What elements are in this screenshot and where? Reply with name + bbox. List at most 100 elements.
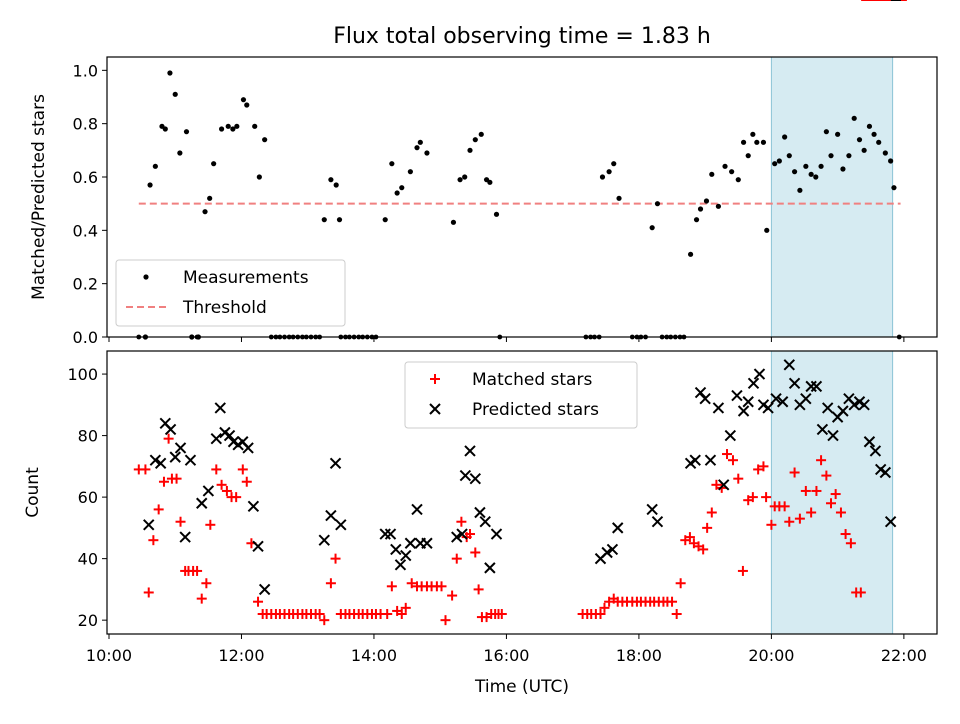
measurement-point bbox=[797, 187, 803, 193]
matched-stars-point bbox=[470, 547, 481, 558]
legend-marker-predicted bbox=[429, 403, 441, 415]
predicted-stars-point bbox=[174, 442, 187, 454]
predicted-stars-point bbox=[247, 500, 260, 513]
chart-title: Flux total observing time = 1.83 h bbox=[333, 24, 711, 49]
legend-label: Threshold bbox=[182, 298, 267, 318]
measurement-point bbox=[172, 91, 178, 97]
predicted-stars-point bbox=[827, 429, 839, 442]
measurement-point bbox=[162, 126, 168, 132]
measurement-point bbox=[207, 195, 213, 201]
y-tick-label: 0.0 bbox=[73, 328, 98, 347]
measurement-point bbox=[472, 137, 478, 143]
matched-stars-point bbox=[811, 485, 822, 496]
x-tick-label: 16:00 bbox=[483, 646, 529, 665]
matched-stars-point bbox=[314, 609, 325, 620]
matched-stars-point bbox=[192, 565, 203, 576]
measurement-point bbox=[693, 217, 700, 223]
predicted-stars-point bbox=[788, 377, 801, 390]
matched-stars-point bbox=[821, 470, 832, 481]
matched-stars-point bbox=[733, 473, 744, 484]
matched-stars-point bbox=[216, 479, 227, 490]
matched-stars-point bbox=[595, 609, 606, 620]
matched-stars-point bbox=[205, 519, 216, 530]
matched-stars-point bbox=[766, 519, 777, 530]
measurement-point bbox=[891, 185, 897, 191]
predicted-stars-point bbox=[149, 454, 162, 466]
measurement-point bbox=[230, 126, 236, 132]
predicted-stars-point bbox=[335, 519, 347, 531]
matched-stars-point bbox=[231, 492, 242, 503]
measurement-point bbox=[252, 123, 258, 129]
matched-stars-point bbox=[830, 489, 841, 500]
matched-stars-point bbox=[727, 455, 738, 466]
measurement-point bbox=[856, 137, 863, 143]
matched-stars-point bbox=[241, 476, 252, 487]
predicted-stars-point bbox=[869, 445, 882, 457]
predicted-stars-point bbox=[747, 377, 760, 390]
y-tick-label: 0.4 bbox=[73, 221, 98, 240]
matched-stars-point bbox=[789, 467, 800, 478]
matched-stars-point bbox=[143, 587, 154, 598]
predicted-stars-point bbox=[800, 392, 812, 405]
highlight-span bbox=[770, 350, 894, 635]
x-tick-label: 14:00 bbox=[351, 646, 397, 665]
plot-frame bbox=[106, 56, 938, 338]
predicted-stars-point bbox=[464, 445, 476, 457]
predicted-stars-point bbox=[329, 457, 342, 469]
predicted-stars-point bbox=[783, 359, 795, 371]
measurement-point bbox=[389, 161, 395, 167]
measurement-point bbox=[754, 139, 760, 145]
predicted-stars-point bbox=[810, 380, 823, 393]
legend-marker-measurements bbox=[143, 274, 149, 280]
y-tick-label: 60 bbox=[78, 488, 98, 507]
measurement-point bbox=[333, 182, 339, 188]
matched-stars-point bbox=[779, 501, 790, 512]
predicted-stars-point bbox=[456, 528, 468, 540]
matched-stars-point bbox=[702, 522, 713, 533]
predicted-stars-point bbox=[479, 516, 491, 528]
measurement-point bbox=[256, 174, 262, 180]
matched-stars-point bbox=[711, 479, 722, 490]
matched-stars-point bbox=[330, 553, 341, 564]
measurement-point bbox=[183, 129, 190, 135]
legend-label: Predicted stars bbox=[472, 400, 599, 420]
predicted-stars-point bbox=[242, 442, 254, 454]
measurement-point bbox=[772, 161, 778, 167]
measurement-point bbox=[417, 139, 423, 145]
measurement-point bbox=[745, 153, 751, 159]
measurement-point bbox=[776, 158, 782, 164]
matched-stars-point bbox=[667, 596, 678, 607]
measurement-point bbox=[487, 179, 493, 185]
predicted-stars-point bbox=[214, 402, 226, 414]
predicted-stars-point bbox=[863, 436, 876, 448]
measurement-point bbox=[654, 201, 661, 207]
matched-stars-point bbox=[396, 609, 407, 620]
predicted-stars-point bbox=[717, 479, 730, 491]
matched-stars-point bbox=[800, 485, 811, 496]
legend: Matched stars Predicted stars bbox=[404, 361, 638, 429]
measurement-point bbox=[225, 123, 231, 129]
y-tick-label: 0.6 bbox=[73, 168, 98, 187]
predicted-stars-point bbox=[762, 402, 774, 414]
matched-stars-point bbox=[761, 492, 772, 503]
matched-stars-point bbox=[855, 587, 866, 598]
measurement-point bbox=[808, 171, 814, 177]
predicted-stars-point bbox=[318, 534, 330, 546]
measurement-point bbox=[478, 131, 484, 137]
predicted-stars-point bbox=[411, 503, 423, 516]
matched-stars-point bbox=[325, 578, 336, 589]
measurement-point bbox=[262, 137, 268, 143]
measurement-point bbox=[871, 131, 877, 137]
matched-stars-point bbox=[406, 578, 417, 589]
matched-stars-point bbox=[599, 602, 610, 613]
measurement-point bbox=[888, 158, 894, 164]
predicted-stars-point bbox=[753, 368, 766, 380]
measurement-point bbox=[828, 153, 834, 159]
measurement-point bbox=[722, 163, 728, 169]
measurement-point bbox=[818, 163, 824, 169]
matched-stars-point bbox=[784, 516, 795, 527]
matched-stars-point bbox=[140, 464, 151, 475]
predicted-stars-point bbox=[196, 497, 208, 509]
predicted-stars-point bbox=[742, 396, 754, 408]
predicted-stars-point bbox=[689, 454, 701, 466]
